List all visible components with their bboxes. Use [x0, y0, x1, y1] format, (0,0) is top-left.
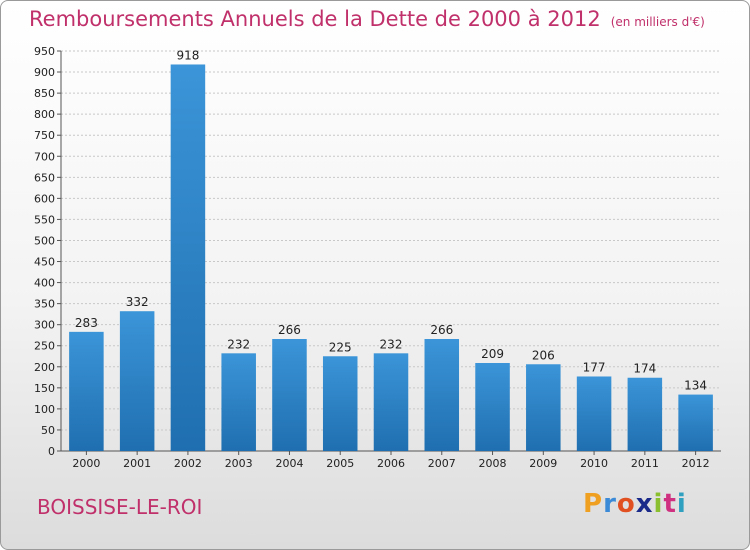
bar — [221, 353, 256, 451]
data-label: 283 — [75, 316, 98, 330]
bar — [576, 376, 612, 451]
bar — [119, 311, 155, 451]
data-label: 266 — [430, 323, 453, 337]
data-label: 174 — [633, 362, 656, 376]
y-tick-label: 50 — [41, 424, 55, 437]
y-tick-label: 450 — [34, 256, 55, 269]
x-tick-label: 2007 — [428, 457, 456, 470]
logo-letter: x — [635, 489, 654, 519]
x-tick-label: 2010 — [580, 457, 608, 470]
x-tick-label: 2006 — [377, 457, 405, 470]
bar — [475, 363, 510, 451]
y-tick-label: 700 — [34, 150, 55, 163]
x-tick-label: 2003 — [225, 457, 253, 470]
y-tick-label: 600 — [34, 192, 55, 205]
y-tick-label: 500 — [34, 234, 55, 247]
y-tick-label: 850 — [34, 87, 55, 100]
y-tick-label: 150 — [34, 382, 55, 395]
bar — [170, 64, 206, 451]
x-tick-label: 2012 — [682, 457, 710, 470]
data-label: 206 — [532, 348, 555, 362]
y-tick-label: 0 — [48, 445, 55, 458]
axes: 0 50 100 150 200 250 300 350 400 450 500 550 600 650 7… — [34, 45, 721, 470]
data-label: 232 — [380, 337, 403, 351]
logo-letter: r — [603, 489, 617, 519]
y-tick-label: 950 — [34, 45, 55, 58]
y-tick-label: 200 — [34, 361, 55, 374]
logo-letter: P — [583, 489, 604, 519]
x-tick-label: 2011 — [631, 457, 659, 470]
chart-title-text: Remboursements Annuels de la Dette de 20… — [29, 7, 601, 31]
y-tick-label: 300 — [34, 319, 55, 332]
x-tick-label: 2008 — [479, 457, 507, 470]
bars — [69, 64, 713, 451]
x-tick-label: 2009 — [529, 457, 557, 470]
logo-letter: t — [663, 489, 677, 519]
logo-letter: i — [676, 489, 687, 519]
chart-title: Remboursements Annuels de la Dette de 20… — [29, 7, 705, 31]
bar — [627, 377, 663, 451]
bar — [322, 356, 358, 451]
commune-name: BOISSISE-LE-ROI — [37, 495, 203, 519]
bar — [526, 364, 561, 451]
bar — [69, 331, 104, 451]
proxiti-logo: Proxiti — [583, 489, 687, 519]
x-tick-label: 2001 — [123, 457, 151, 470]
x-tick-label: 2005 — [326, 457, 354, 470]
y-tick-label: 800 — [34, 108, 55, 121]
y-tick-label: 650 — [34, 171, 55, 184]
bar — [373, 353, 409, 451]
bar — [272, 339, 307, 451]
bar — [424, 339, 460, 451]
y-tick-label: 550 — [34, 213, 55, 226]
data-label: 134 — [684, 379, 707, 393]
y-tick-label: 400 — [34, 277, 55, 290]
logo-letter: i — [653, 489, 664, 519]
bar — [678, 394, 713, 451]
data-label: 225 — [329, 340, 352, 354]
x-tick-label: 2002 — [174, 457, 202, 470]
y-tick-label: 900 — [34, 66, 55, 79]
data-labels: 283 332 918 232 266 225 232 266 209 206 177 174 134 — [75, 48, 707, 392]
chart-unit: (en milliers d'€) — [610, 15, 705, 29]
y-tick-label: 250 — [34, 340, 55, 353]
logo-letter: o — [616, 489, 636, 519]
data-label: 266 — [278, 323, 301, 337]
data-label: 177 — [583, 360, 606, 374]
data-label: 918 — [176, 48, 199, 62]
x-tick-label: 2000 — [72, 457, 100, 470]
data-label: 232 — [227, 337, 250, 351]
data-label: 209 — [481, 347, 504, 361]
y-tick-label: 350 — [34, 298, 55, 311]
y-tick-label: 100 — [34, 403, 55, 416]
data-label: 332 — [126, 295, 149, 309]
x-tick-label: 2004 — [275, 457, 303, 470]
y-tick-label: 750 — [34, 129, 55, 142]
